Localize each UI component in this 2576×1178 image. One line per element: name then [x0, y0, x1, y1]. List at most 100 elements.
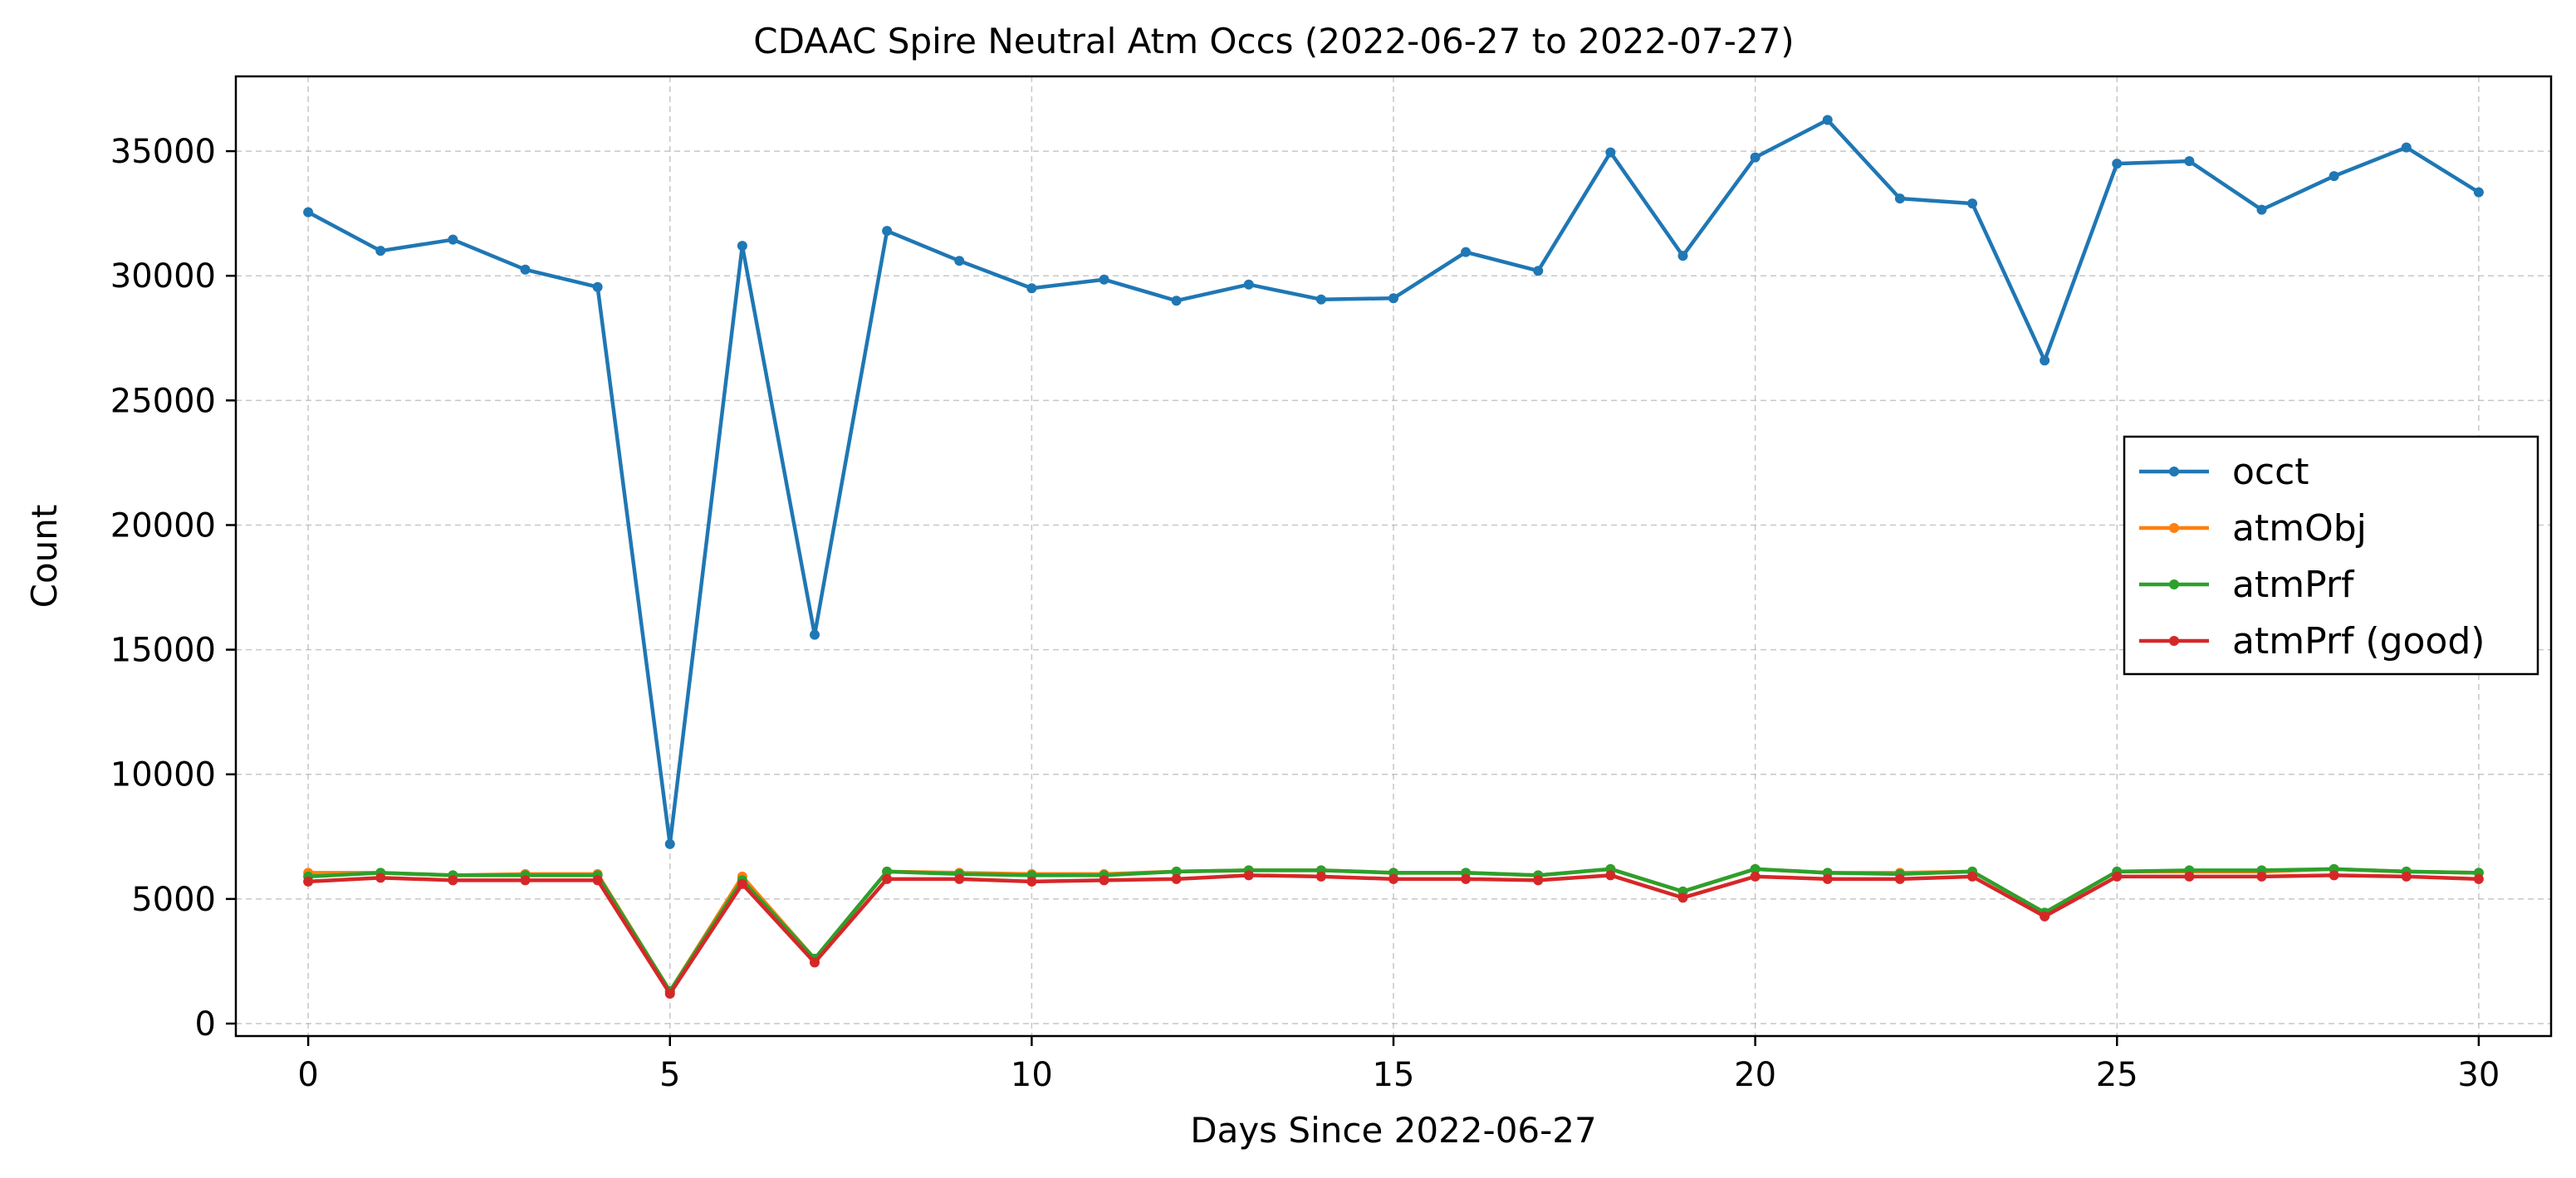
series-occt — [303, 115, 2484, 849]
data-point-occt — [448, 234, 458, 245]
x-tick-label: 15 — [1373, 1056, 1415, 1094]
data-point-occt — [2112, 159, 2123, 169]
legend-marker — [2169, 467, 2179, 477]
legend-marker — [2169, 636, 2179, 646]
data-point-atmprf-good — [2401, 871, 2412, 882]
data-point-occt — [2401, 142, 2412, 153]
data-point-occt — [954, 256, 965, 266]
data-point-atmprf-good — [2256, 871, 2267, 882]
data-point-occt — [810, 629, 820, 640]
legend: occt atmObj atmPrf atmPrf (good) — [2123, 435, 2539, 676]
legend-item-atmobj: atmObj — [2139, 507, 2367, 550]
data-point-atmprf-good — [1171, 873, 1182, 884]
y-tick-label: 0 — [195, 1005, 216, 1044]
y-axis-label: Count — [24, 505, 65, 609]
data-point-occt — [1026, 283, 1037, 294]
data-point-atmprf-good — [1461, 873, 1472, 884]
data-point-occt — [2184, 156, 2195, 167]
legend-frame — [2123, 435, 2539, 676]
data-point-occt — [2040, 355, 2050, 366]
data-point-occt — [1243, 279, 1254, 290]
data-point-occt — [520, 264, 531, 275]
data-point-atmprf-good — [448, 875, 458, 886]
data-point-occt — [1461, 247, 1472, 257]
data-point-occt — [664, 838, 675, 849]
data-point-occt — [882, 226, 893, 237]
legend-marker — [2169, 523, 2179, 533]
data-point-atmprf-good — [592, 875, 603, 886]
data-point-atmprf-good — [954, 873, 965, 884]
legend-marker — [2169, 579, 2179, 589]
data-point-atmprf-good — [2329, 870, 2339, 881]
data-point-occt — [1315, 294, 1326, 305]
y-tick-label: 10000 — [110, 756, 216, 794]
y-tick-label: 25000 — [110, 382, 216, 420]
data-point-atmprf-good — [1099, 875, 1109, 886]
x-axis-label: Days Since 2022-06-27 — [1190, 1110, 1596, 1151]
data-series — [303, 115, 2484, 999]
data-point-atmprf-good — [810, 957, 820, 968]
legend-item-atmprf-good: atmPrf (good) — [2139, 620, 2485, 662]
data-point-atmprf-good — [1388, 873, 1398, 884]
legend-label: atmPrf — [2232, 564, 2355, 606]
x-axis-ticks: 0 5 10 15 20 25 30 — [297, 1036, 2500, 1094]
data-point-occt — [2473, 187, 2484, 198]
data-point-atmprf-good — [1243, 870, 1254, 881]
legend-label: occt — [2232, 451, 2309, 493]
data-point-occt — [1894, 193, 1905, 204]
legend-item-atmprf: atmPrf — [2139, 564, 2355, 606]
data-point-occt — [1605, 147, 1616, 158]
data-point-atmprf-good — [303, 876, 314, 887]
data-point-atmprf-good — [2473, 873, 2484, 884]
x-tick-label: 20 — [1734, 1056, 1776, 1094]
data-point-occt — [303, 207, 314, 218]
data-point-occt — [1533, 266, 1544, 276]
data-point-occt — [592, 281, 603, 292]
legend-label: atmObj — [2232, 507, 2367, 550]
data-point-atmprf-good — [1967, 871, 1977, 882]
legend-item-occt: occt — [2139, 451, 2309, 493]
y-tick-label: 5000 — [131, 881, 216, 919]
data-point-occt — [2256, 204, 2267, 215]
data-point-atmprf-good — [737, 878, 747, 889]
data-point-atmprf-good — [1677, 892, 1688, 903]
data-point-atmprf-good — [1605, 870, 1616, 881]
series-atmprf-good — [303, 870, 2484, 999]
data-point-atmprf — [1750, 863, 1761, 874]
data-point-atmprf-good — [1533, 875, 1544, 886]
data-point-atmprf-good — [375, 873, 386, 883]
y-tick-label: 15000 — [110, 632, 216, 670]
y-tick-label: 30000 — [110, 257, 216, 296]
data-point-atmprf-good — [1894, 873, 1905, 884]
chart-title: CDAAC Spire Neutral Atm Occs (2022-06-27… — [753, 21, 1794, 61]
data-point-occt — [1750, 152, 1761, 163]
data-point-occt — [1967, 198, 1977, 209]
data-point-atmprf-good — [1822, 873, 1833, 884]
grid — [236, 76, 2551, 1036]
data-point-atmprf-good — [1315, 871, 1326, 882]
data-point-atmprf-good — [882, 873, 893, 884]
data-point-occt — [1822, 115, 1833, 125]
data-point-occt — [1171, 296, 1182, 306]
data-point-occt — [1099, 274, 1109, 285]
x-tick-label: 25 — [2096, 1056, 2138, 1094]
data-point-occt — [375, 246, 386, 257]
x-tick-label: 10 — [1011, 1056, 1053, 1094]
data-point-occt — [737, 241, 747, 252]
data-point-atmprf — [882, 866, 893, 877]
data-point-atmprf-good — [1026, 876, 1037, 887]
x-tick-label: 0 — [297, 1056, 318, 1094]
data-point-occt — [1677, 251, 1688, 262]
data-point-atmprf-good — [520, 875, 531, 886]
data-point-atmprf-good — [1750, 871, 1761, 882]
y-tick-label: 35000 — [110, 133, 216, 171]
data-point-atmprf — [1171, 866, 1182, 877]
x-tick-label: 30 — [2457, 1056, 2500, 1094]
data-point-atmprf-good — [2184, 871, 2195, 882]
data-point-atmprf-good — [2040, 911, 2050, 921]
data-point-occt — [1388, 293, 1398, 304]
y-tick-label: 20000 — [110, 506, 216, 545]
y-axis-ticks: 0 5000 10000 15000 20000 25000 30000 35000 — [110, 133, 236, 1044]
data-point-occt — [2329, 171, 2339, 182]
